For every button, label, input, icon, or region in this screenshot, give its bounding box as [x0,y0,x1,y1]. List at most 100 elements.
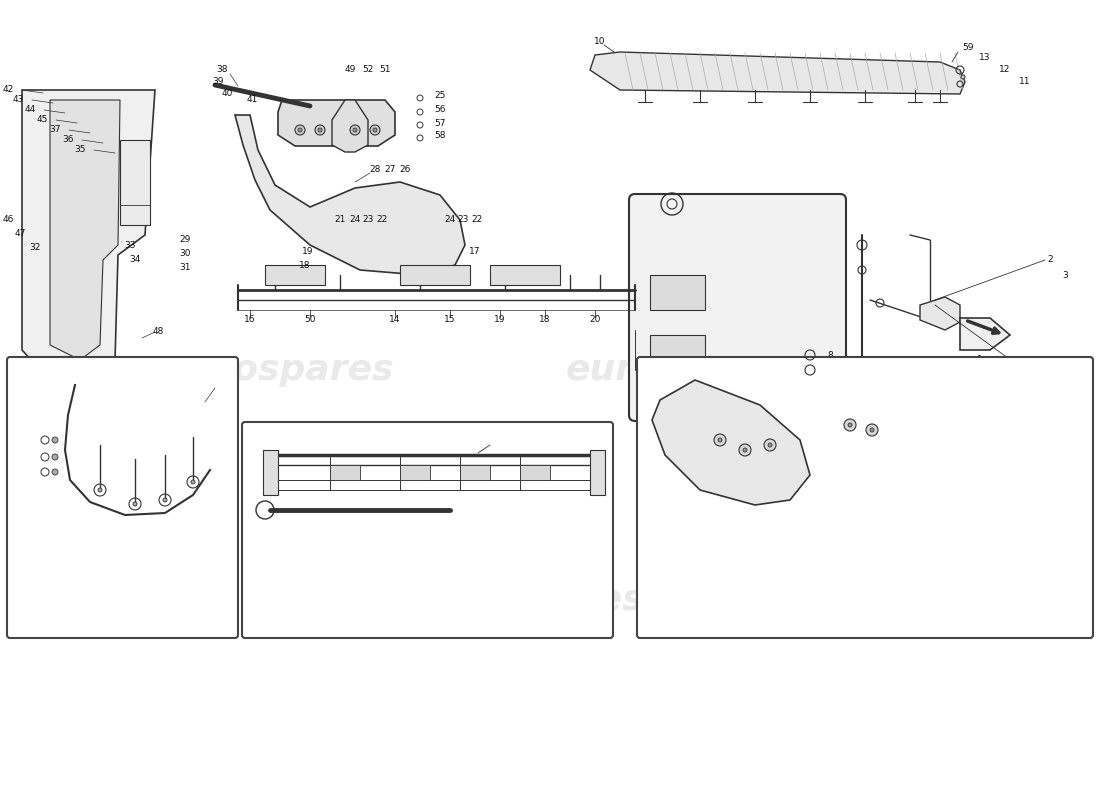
Circle shape [370,125,379,135]
Text: 30: 30 [179,250,190,258]
Text: 21: 21 [836,381,848,390]
Bar [400,465,430,480]
Text: 13: 13 [979,54,991,62]
Text: 9: 9 [827,366,833,374]
Circle shape [52,437,58,443]
Text: eurospares: eurospares [416,583,645,617]
Polygon shape [50,100,120,360]
Circle shape [844,419,856,431]
Circle shape [353,128,358,132]
Circle shape [133,502,138,506]
Polygon shape [652,380,810,505]
Text: 30: 30 [18,453,30,462]
Text: 58: 58 [434,131,446,141]
FancyBboxPatch shape [242,422,613,638]
Circle shape [318,128,322,132]
Text: 25: 25 [434,90,446,99]
FancyBboxPatch shape [629,194,846,421]
Text: 56: 56 [434,106,446,114]
Text: 38: 38 [217,66,228,74]
Bar [520,465,550,480]
Text: 23: 23 [872,381,883,390]
Polygon shape [920,297,960,330]
Polygon shape [278,100,395,146]
Text: 31: 31 [179,263,190,273]
Text: 35: 35 [75,146,86,154]
Text: Valid till...see description: Valid till...see description [342,614,513,626]
Text: 22: 22 [890,381,902,390]
Bar [490,265,560,285]
Text: 45: 45 [36,115,47,125]
Circle shape [742,448,747,452]
Circle shape [714,434,726,446]
Text: 32: 32 [30,243,41,253]
Circle shape [295,125,305,135]
Circle shape [52,454,58,460]
Text: 46: 46 [2,215,13,225]
Text: 43: 43 [12,95,24,105]
Text: 11: 11 [1020,78,1031,86]
Text: 19: 19 [494,315,506,325]
Text: 20: 20 [590,315,601,325]
Text: 3: 3 [1063,270,1068,279]
Text: 41: 41 [246,95,257,105]
Text: 39: 39 [212,78,223,86]
Text: 1: 1 [977,355,983,365]
Text: 37: 37 [50,126,60,134]
Circle shape [870,428,874,432]
Circle shape [350,125,360,135]
Text: 10: 10 [594,38,606,46]
Text: 12: 12 [999,66,1011,74]
Circle shape [315,125,324,135]
Text: 27: 27 [384,166,396,174]
Text: 33: 33 [124,241,135,250]
Text: 29: 29 [18,435,30,445]
Text: Vale fino...vedi descrizione: Vale fino...vedi descrizione [337,595,517,609]
Text: 19: 19 [302,247,313,257]
Circle shape [848,423,852,427]
Text: 28: 28 [370,166,381,174]
Text: eurospares: eurospares [565,353,794,387]
Text: 42: 42 [2,86,13,94]
Polygon shape [235,115,465,275]
Text: 26: 26 [399,166,410,174]
Bar [400,265,470,285]
Text: 59: 59 [962,43,974,53]
Text: 36: 36 [63,135,74,145]
Text: 14: 14 [389,315,400,325]
Text: 47: 47 [14,230,25,238]
Text: 28: 28 [90,401,101,410]
Circle shape [768,443,772,447]
Circle shape [298,128,302,132]
Bar [120,140,150,225]
Bar [650,335,705,370]
Circle shape [163,498,167,502]
Circle shape [764,439,776,451]
Bar [650,275,705,310]
Text: 26: 26 [116,426,128,434]
Text: 23: 23 [362,215,374,225]
Text: 29: 29 [179,235,190,245]
Text: 5: 5 [1052,395,1058,405]
Circle shape [191,480,195,484]
Circle shape [866,424,878,436]
Text: Valid till Ass. Nr. 36169: Valid till Ass. Nr. 36169 [43,610,197,623]
Circle shape [739,444,751,456]
Text: 4: 4 [1053,381,1058,390]
Text: 51: 51 [379,66,390,74]
Text: 22: 22 [376,215,387,225]
Circle shape [961,75,965,79]
Text: Valid till Ass. Nr. 40979: Valid till Ass. Nr. 40979 [784,610,939,623]
Bar [265,265,324,285]
Text: 23: 23 [458,215,469,225]
Text: 22: 22 [472,215,483,225]
Text: 7: 7 [1052,426,1058,434]
Text: 52: 52 [362,66,374,74]
Text: 10: 10 [493,438,504,446]
FancyBboxPatch shape [637,357,1093,638]
Circle shape [98,488,102,492]
Text: 24: 24 [350,215,361,225]
Text: Vale fino all'Ass. Nr. 36169: Vale fino all'Ass. Nr. 36169 [31,594,209,606]
Bar [590,450,605,495]
Text: 17: 17 [470,247,481,257]
